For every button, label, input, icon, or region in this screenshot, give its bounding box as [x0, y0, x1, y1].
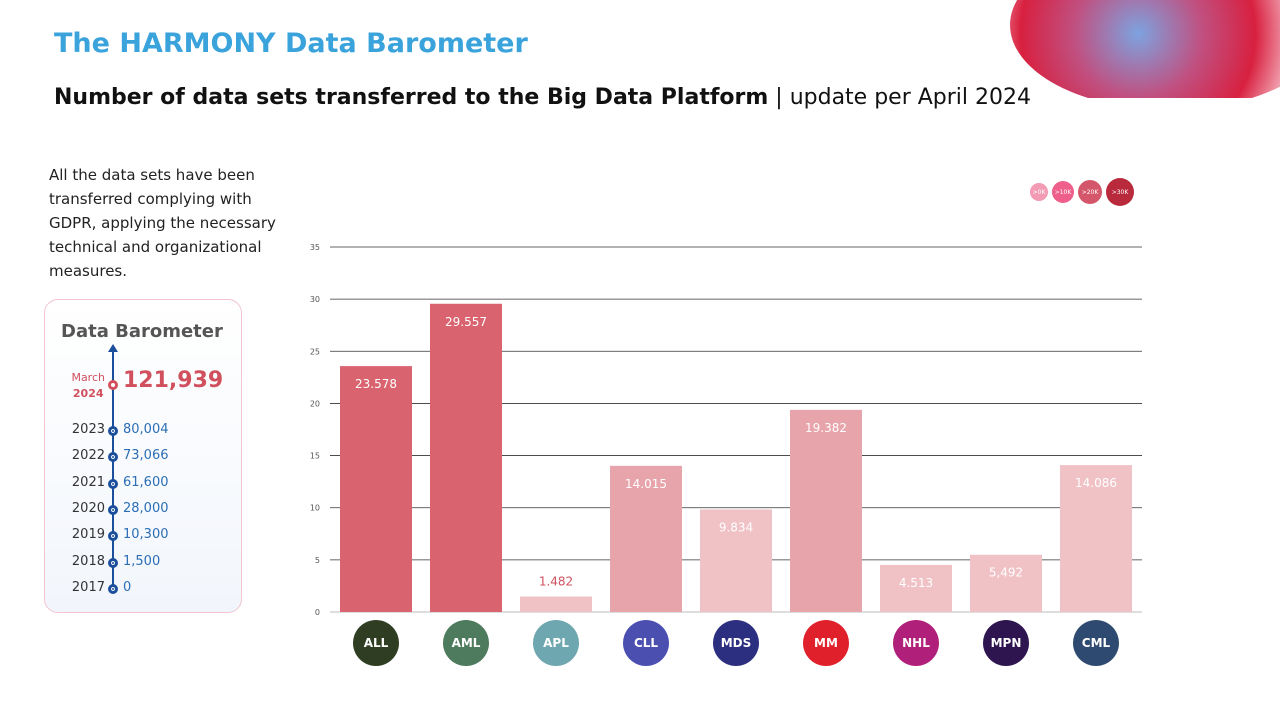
subtitle-update: | update per April 2024	[768, 85, 1032, 110]
bar-mds	[700, 509, 772, 612]
data-label: 9.834	[719, 520, 753, 534]
x-tick-label: MM	[814, 636, 838, 650]
entry-year: 2022	[71, 448, 105, 464]
barometer-entry: 2018 1,500	[45, 554, 243, 574]
timeline-dot	[108, 380, 118, 390]
data-label: 14.086	[1075, 476, 1117, 490]
x-tick-label: CML	[1082, 636, 1111, 650]
page-title: The HARMONY Data Barometer	[54, 28, 528, 59]
data-label: 5,492	[989, 566, 1023, 580]
timeline-dot	[108, 504, 118, 515]
barometer-entry: 2017 0	[45, 580, 243, 600]
current-value: 121,939	[123, 368, 224, 393]
x-tick-label: NHL	[902, 636, 930, 650]
legend-item: >0K	[1030, 183, 1048, 201]
category-badge-apl	[533, 620, 579, 666]
timeline-dot	[108, 531, 118, 542]
entry-value: 80,004	[123, 422, 169, 437]
bar-all	[340, 366, 412, 612]
barometer-entry: 2022 73,066	[45, 448, 243, 468]
bar-cml	[1060, 465, 1132, 612]
timeline-dot	[108, 426, 118, 436]
data-label: 4.513	[899, 576, 933, 590]
x-tick-label: AML	[452, 636, 481, 650]
legend-item: >20K	[1078, 180, 1102, 204]
entry-year: 2018	[71, 553, 105, 569]
bar-nhl	[880, 564, 952, 612]
x-tick-label: CLL	[634, 636, 658, 650]
bar-mm	[790, 409, 862, 612]
entry-value: 10,300	[123, 527, 169, 543]
y-tick-label: 35	[310, 243, 320, 252]
y-tick-label: 20	[310, 399, 320, 408]
entry-year: 2020	[71, 500, 105, 516]
y-tick-label: 10	[310, 504, 320, 513]
timeline-line	[112, 350, 114, 590]
y-tick-label: 25	[310, 347, 320, 356]
entry-value: 61,600	[123, 474, 169, 490]
barometer-entry: 2020 28,000	[45, 501, 243, 521]
category-badge-mpn	[983, 620, 1029, 666]
y-tick-label: 15	[310, 452, 320, 461]
category-badge-nhl	[893, 620, 939, 666]
barometer-entry: 2023 80,004	[45, 422, 243, 442]
y-tick-label: 0	[315, 608, 320, 617]
entry-year: 2023	[71, 422, 105, 437]
page-subtitle: Number of data sets transferred to the B…	[54, 85, 1031, 110]
category-badge-aml	[443, 620, 489, 666]
data-label: 29.557	[445, 315, 487, 329]
barometer-current: March 2024 121,939	[45, 368, 243, 400]
chart-legend: >0K >10K >20K >30K	[1030, 178, 1134, 206]
intro-text: All the data sets have been transferred …	[49, 166, 276, 280]
y-tick-label: 30	[310, 295, 320, 304]
entry-value: 28,000	[123, 500, 169, 516]
legend-item: >30K	[1106, 178, 1134, 206]
barometer-entry: 2019 10,300	[45, 527, 243, 547]
bar-apl	[520, 596, 592, 612]
x-tick-label: ALL	[364, 636, 389, 650]
subtitle-main: Number of data sets transferred to the B…	[54, 85, 769, 110]
category-badge-all	[353, 620, 399, 666]
bar-aml	[430, 303, 502, 612]
entry-year: 2021	[71, 474, 105, 490]
arrow-up-icon	[108, 344, 118, 352]
data-barometer-panel: Data Barometer March 2024 121,939 2023 80,…	[44, 299, 242, 613]
x-tick-label: APL	[543, 636, 569, 650]
data-label: 19.382	[805, 421, 847, 435]
timeline-dot	[108, 557, 118, 568]
category-badge-cll	[623, 620, 669, 666]
entry-value: 1,500	[123, 553, 161, 569]
timeline-dot	[108, 583, 118, 594]
entry-year: 2019	[71, 527, 105, 543]
category-badge-cml	[1073, 620, 1119, 666]
legend-item: >10K	[1052, 181, 1074, 203]
x-tick-label: MDS	[721, 636, 752, 650]
decorative-virus-image	[950, 0, 1280, 98]
bar-cll	[610, 465, 682, 612]
timeline-dot	[108, 478, 118, 489]
current-date: March 2024	[71, 371, 105, 400]
data-label: 14.015	[625, 477, 667, 491]
entry-year: 2017	[71, 579, 105, 595]
category-badge-mm	[803, 620, 849, 666]
timeline-dot	[108, 452, 118, 463]
y-tick-label: 5	[315, 556, 320, 565]
bar-mpn	[970, 554, 1042, 612]
barometer-title: Data Barometer	[61, 321, 223, 342]
category-badge-mds	[713, 620, 759, 666]
data-label: 23.578	[355, 377, 397, 391]
x-tick-label: MPN	[991, 636, 1022, 650]
entry-value: 73,066	[123, 448, 169, 464]
entry-value: 0	[123, 579, 132, 595]
barometer-entry: 2021 61,600	[45, 475, 243, 495]
data-label: 1.482	[539, 575, 573, 589]
